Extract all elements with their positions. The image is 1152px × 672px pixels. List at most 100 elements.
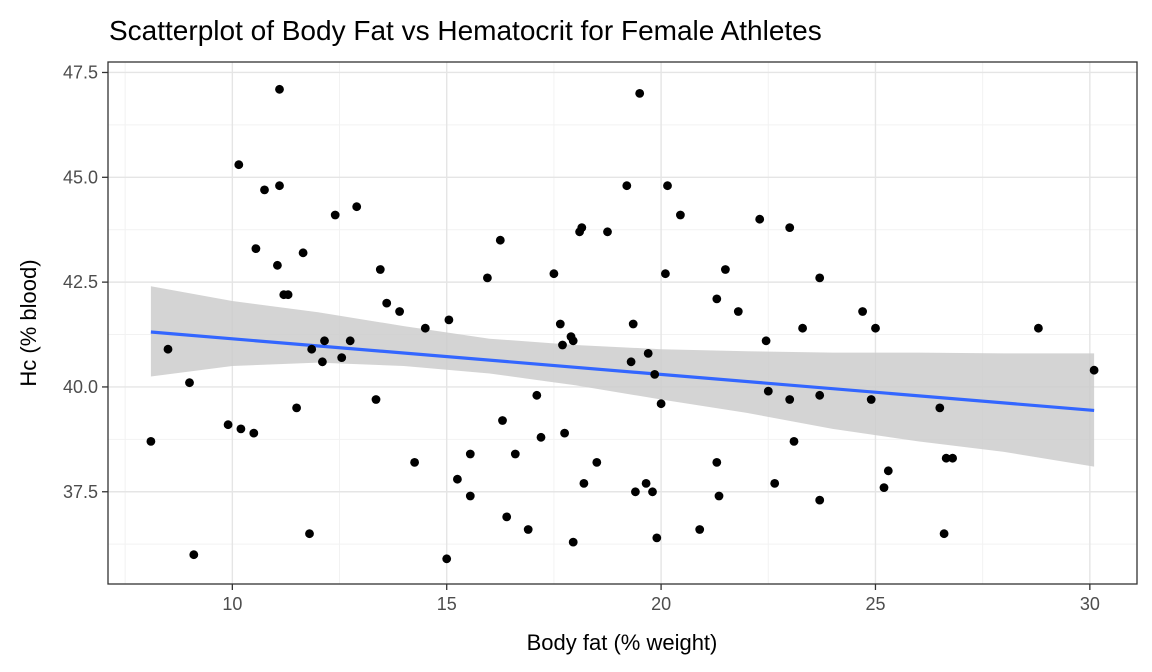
data-point	[815, 273, 825, 283]
confidence-band	[150, 286, 1095, 467]
data-point	[442, 554, 452, 564]
data-point	[871, 323, 880, 333]
data-point	[641, 479, 651, 488]
data-point	[307, 344, 317, 354]
data-point	[712, 458, 722, 467]
data-point	[626, 357, 636, 367]
data-point	[330, 210, 340, 220]
x-tick-label: 10	[222, 594, 242, 614]
data-point	[318, 357, 327, 367]
data-point	[631, 487, 640, 497]
data-point	[815, 390, 825, 400]
data-point	[483, 273, 492, 283]
data-point	[628, 319, 638, 329]
data-point	[858, 307, 867, 316]
data-point	[532, 390, 542, 400]
data-point	[770, 479, 780, 488]
y-tick-label: 37.5	[63, 482, 98, 502]
data-point	[555, 319, 565, 329]
data-point	[721, 265, 730, 274]
data-point	[656, 399, 666, 409]
data-point	[798, 323, 807, 333]
data-point	[249, 428, 259, 438]
data-point	[465, 449, 475, 459]
fit-line-group	[150, 330, 1095, 413]
data-point	[185, 378, 194, 388]
data-point	[577, 223, 587, 233]
data-point	[453, 474, 462, 484]
data-point	[695, 525, 705, 534]
data-point	[251, 244, 261, 254]
data-point	[789, 437, 799, 446]
x-tick-label: 25	[865, 594, 885, 614]
data-point	[444, 315, 454, 325]
data-point	[650, 370, 660, 379]
data-point	[420, 323, 430, 333]
data-point	[661, 269, 670, 279]
data-point	[465, 491, 475, 501]
data-point	[260, 185, 269, 195]
data-point	[236, 424, 246, 434]
data-point	[536, 432, 546, 442]
data-point	[375, 265, 385, 274]
data-point	[939, 529, 949, 539]
data-point	[558, 340, 567, 350]
data-point	[733, 307, 743, 316]
data-point	[189, 550, 199, 560]
data-point	[785, 395, 795, 404]
data-point	[502, 512, 512, 522]
data-point	[635, 89, 645, 98]
data-point	[298, 248, 308, 258]
data-point	[146, 437, 156, 446]
data-point	[935, 403, 945, 413]
data-point	[305, 529, 314, 539]
data-point	[883, 466, 893, 476]
y-tick-label: 47.5	[63, 62, 98, 82]
data-point	[495, 235, 505, 245]
regression-line	[150, 330, 1095, 413]
chart-title: Scatterplot of Body Fat vs Hematocrit fo…	[109, 15, 822, 46]
data-point	[275, 84, 284, 94]
data-point	[163, 344, 173, 354]
x-axis-title: Body fat (% weight)	[527, 630, 718, 655]
confidence-band-group	[150, 286, 1095, 467]
data-point	[549, 269, 559, 279]
data-point	[948, 453, 957, 463]
data-point	[1034, 323, 1043, 333]
data-point	[648, 487, 657, 497]
data-point	[712, 294, 722, 304]
data-point	[371, 395, 381, 404]
data-point	[714, 491, 724, 501]
data-points	[146, 84, 1099, 564]
data-point	[652, 533, 662, 543]
y-axis-title: Hc (% blood)	[16, 259, 41, 386]
data-point	[579, 479, 589, 488]
data-point	[643, 349, 653, 358]
data-point	[761, 336, 771, 346]
data-point	[337, 353, 347, 362]
data-point	[568, 537, 578, 547]
data-point	[410, 458, 419, 467]
x-axis: 10 15 20 25 30	[222, 584, 1100, 614]
data-point	[320, 336, 329, 346]
data-point	[273, 260, 282, 270]
panel-border	[107, 61, 1138, 585]
y-tick-label: 42.5	[63, 272, 98, 292]
data-point	[275, 181, 284, 191]
data-point	[755, 214, 765, 224]
data-point	[603, 227, 612, 237]
y-tick-label: 45.0	[63, 167, 98, 187]
data-point	[622, 181, 632, 191]
y-tick-label: 40.0	[63, 377, 98, 397]
data-point	[523, 525, 533, 534]
x-tick-label: 20	[651, 594, 671, 614]
data-point	[592, 458, 602, 467]
data-point	[676, 210, 685, 220]
data-point	[866, 395, 876, 404]
data-point	[941, 453, 951, 463]
data-point	[815, 495, 825, 505]
data-point	[560, 428, 569, 438]
data-point	[663, 181, 672, 191]
data-point	[382, 298, 392, 308]
